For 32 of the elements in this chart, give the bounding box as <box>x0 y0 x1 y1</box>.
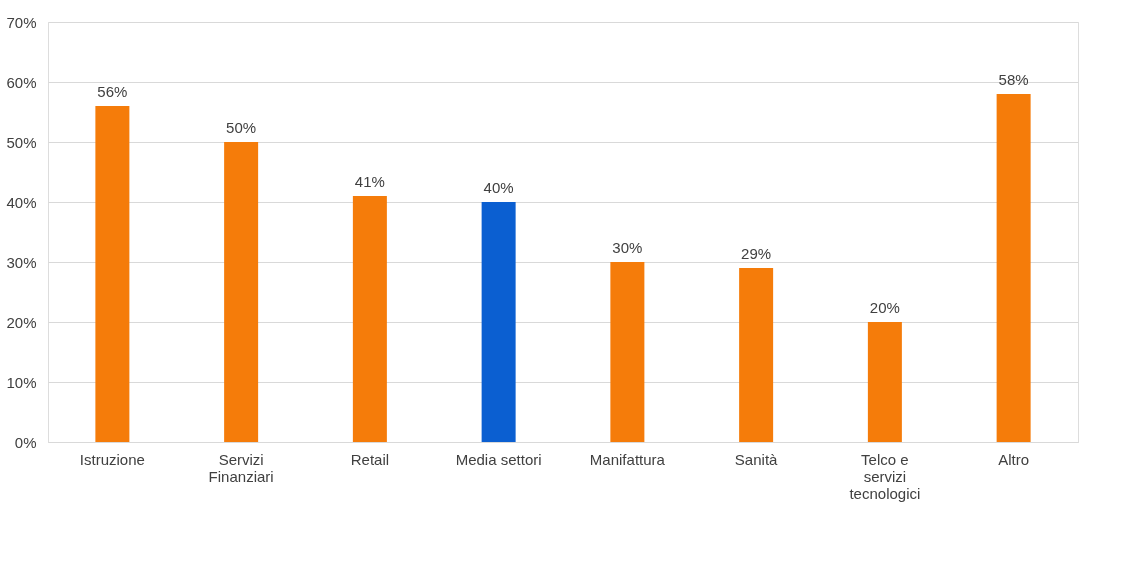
y-tick-label: 20% <box>6 313 37 331</box>
bar <box>481 202 516 442</box>
bar <box>352 196 387 442</box>
data-label: 30% <box>612 239 643 256</box>
bar <box>610 262 645 442</box>
y-tick-label: 60% <box>6 73 37 91</box>
data-label: 40% <box>483 179 514 196</box>
y-tick-label: 40% <box>6 193 37 211</box>
data-label: 56% <box>97 83 128 100</box>
x-tick-label: Retail <box>350 450 390 468</box>
y-tick-label: 70% <box>6 13 37 31</box>
bar <box>95 106 130 442</box>
bar <box>739 268 774 442</box>
data-label: 58% <box>998 71 1029 88</box>
bar <box>867 322 902 442</box>
y-tick-label: 0% <box>14 433 37 451</box>
x-tick-label: Telco e servizi tecnologici <box>849 450 921 502</box>
bar <box>224 142 259 442</box>
y-tick-label: 30% <box>6 253 37 271</box>
data-label: 29% <box>741 245 772 262</box>
x-tick-label: Altro <box>998 450 1030 468</box>
x-tick-label: Servizi Finanziari <box>208 450 274 485</box>
x-tick-label: Sanità <box>734 450 779 468</box>
x-tick-label: Media settori <box>455 450 542 468</box>
y-tick-label: 50% <box>6 133 37 151</box>
data-label: 20% <box>869 299 900 316</box>
bar <box>996 94 1031 442</box>
data-label: 50% <box>226 119 257 136</box>
y-tick-label: 10% <box>6 373 37 391</box>
data-label: 41% <box>354 173 385 190</box>
x-tick-label: Istruzione <box>79 450 145 468</box>
x-tick-label: Manifattura <box>589 450 666 468</box>
